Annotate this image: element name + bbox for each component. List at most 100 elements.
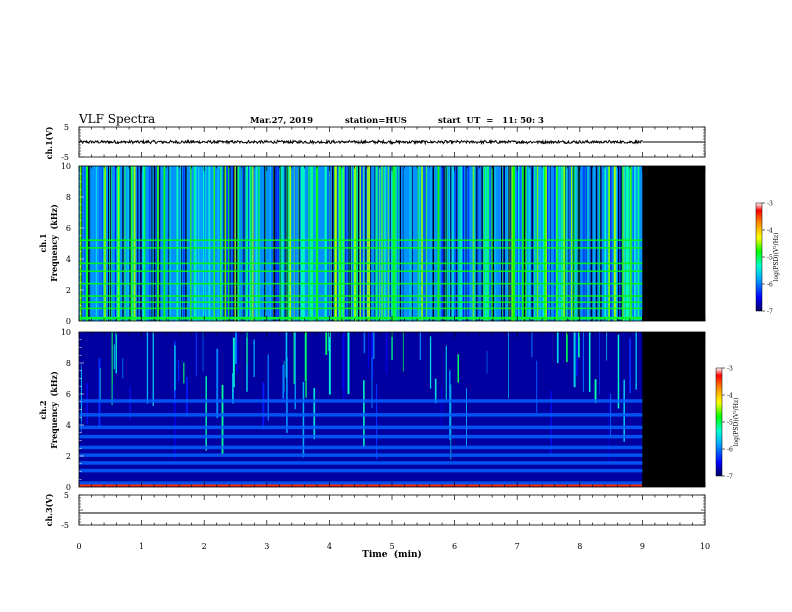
- sferic-streak: [599, 166, 600, 321]
- sferic-streak: [354, 166, 356, 321]
- quiet-gap: [151, 166, 153, 321]
- sferic-streak: [116, 166, 118, 321]
- interference-line: [79, 399, 643, 403]
- quiet-gap: [185, 166, 187, 321]
- sferic-streak: [356, 166, 358, 321]
- sferic-streak: [329, 166, 332, 321]
- sferic-streak: [614, 166, 616, 321]
- quiet-gap: [122, 166, 124, 321]
- sferic-streak: [368, 332, 369, 368]
- sferic-streak: [512, 166, 515, 321]
- quiet-gap: [358, 166, 360, 321]
- sferic-streak: [382, 166, 384, 321]
- sferic-streak: [446, 166, 448, 321]
- quiet-gap: [236, 166, 238, 321]
- ch1-colorbar-label: log(PSD)(V²/Hz): [773, 233, 780, 282]
- sferic-streak: [193, 166, 196, 321]
- sferic-streak: [352, 166, 355, 321]
- start-time-label: start UT = 11: 50: 3: [438, 116, 544, 126]
- sferic-streak: [419, 332, 421, 360]
- quiet-gap: [590, 166, 593, 321]
- sferic-streak: [294, 166, 295, 321]
- sferic-streak: [472, 166, 474, 321]
- sferic-streak: [396, 166, 398, 321]
- sferic-streak: [578, 332, 580, 358]
- sferic-streak: [232, 337, 235, 388]
- colorbar-tick-label: -6: [767, 282, 773, 289]
- quiet-gap: [501, 166, 503, 321]
- sferic-streak: [315, 166, 317, 321]
- sferic-streak: [131, 166, 133, 321]
- sferic-streak: [220, 166, 221, 321]
- sferic-streak: [272, 166, 274, 321]
- sferic-streak: [449, 166, 452, 321]
- sferic-streak: [293, 332, 295, 384]
- sferic-streak: [334, 166, 337, 321]
- quiet-gap: [445, 166, 447, 321]
- sferic-streak: [86, 383, 88, 425]
- sferic-streak: [148, 166, 151, 321]
- sferic-streak: [99, 166, 101, 321]
- quiet-gap: [481, 166, 483, 321]
- time-tick-label: 3: [264, 542, 269, 551]
- sferic-streak: [125, 166, 127, 321]
- sferic-streak: [114, 166, 117, 321]
- frequency-tick-label: 8: [66, 193, 71, 202]
- sferic-streak: [466, 388, 467, 446]
- sferic-streak: [271, 166, 274, 321]
- sferic-streak: [113, 344, 115, 370]
- quiet-gap: [298, 166, 300, 321]
- sferic-streak: [246, 166, 248, 321]
- sferic-streak: [617, 334, 620, 409]
- sferic-streak: [249, 166, 251, 321]
- interference-line: [79, 262, 643, 265]
- sferic-streak: [626, 166, 628, 321]
- quiet-gap: [443, 166, 445, 321]
- sferic-streak: [352, 166, 353, 321]
- sferic-streak: [287, 166, 289, 321]
- sferic-streak: [417, 166, 419, 321]
- sferic-streak: [236, 332, 238, 374]
- sferic-streak: [483, 166, 485, 321]
- sferic-streak: [104, 166, 106, 321]
- sferic-streak: [234, 166, 236, 321]
- quiet-gap: [617, 166, 620, 321]
- sferic-streak: [249, 166, 252, 321]
- sferic-streak: [421, 166, 423, 321]
- interference-line: [79, 282, 643, 285]
- sferic-streak: [101, 166, 103, 321]
- time-tick-label: 1: [139, 542, 144, 551]
- sferic-streak: [626, 166, 629, 321]
- sferic-streak: [580, 166, 581, 321]
- sferic-streak: [558, 166, 560, 321]
- sferic-streak: [246, 332, 248, 365]
- sferic-streak: [615, 166, 617, 321]
- quiet-gap: [153, 166, 155, 321]
- sferic-streak: [363, 332, 366, 354]
- sferic-streak: [536, 166, 539, 321]
- sferic-streak: [128, 166, 131, 321]
- sferic-streak: [300, 166, 303, 321]
- quiet-gap: [573, 166, 574, 321]
- quiet-gap: [81, 166, 83, 321]
- sferic-streak: [604, 166, 606, 321]
- sferic-streak: [559, 166, 561, 321]
- sferic-streak: [377, 166, 379, 321]
- sferic-streak: [315, 166, 317, 321]
- sferic-streak: [425, 166, 427, 321]
- sferic-streak: [115, 332, 117, 374]
- interference-line: [79, 445, 643, 450]
- interference-line: [79, 453, 643, 457]
- sferic-streak: [111, 332, 113, 405]
- sferic-streak: [336, 166, 338, 321]
- quiet-gap: [432, 166, 435, 321]
- sferic-streak: [262, 382, 265, 430]
- quiet-gap: [108, 166, 110, 321]
- sferic-streak: [294, 166, 296, 321]
- sferic-streak: [572, 166, 575, 321]
- sferic-streak: [194, 166, 197, 321]
- quiet-gap: [229, 166, 231, 321]
- sferic-streak: [145, 166, 147, 321]
- sferic-streak: [124, 166, 126, 321]
